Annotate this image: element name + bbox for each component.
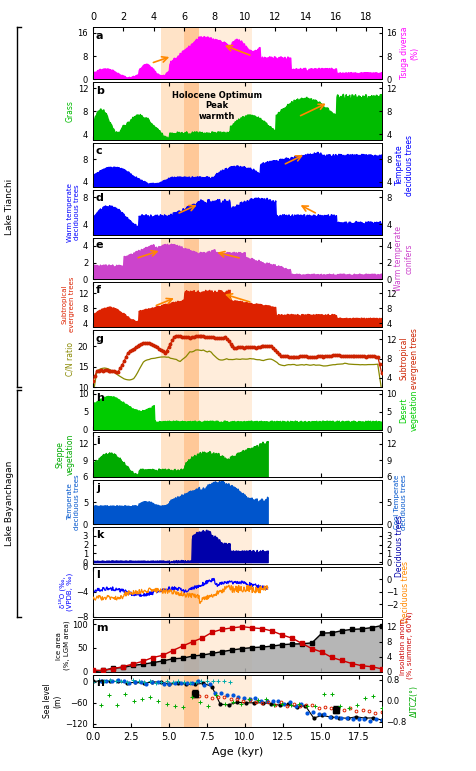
Y-axis label: Grass: Grass (66, 100, 75, 122)
Bar (184, 619, 252, 672)
Text: d: d (96, 194, 104, 204)
Bar (184, 330, 252, 387)
Bar (161, 619, 184, 672)
Bar (184, 82, 199, 140)
Bar (184, 190, 252, 234)
Bar (184, 237, 199, 280)
Bar (184, 675, 199, 727)
Y-axis label: Temperate
deciduous trees: Temperate deciduous trees (394, 134, 413, 196)
Y-axis label: ΔITCZ(°): ΔITCZ(°) (408, 685, 417, 717)
Bar (184, 527, 252, 564)
Bar (161, 527, 184, 564)
Text: a: a (96, 31, 103, 41)
Text: h: h (96, 393, 104, 403)
Text: b: b (96, 86, 104, 96)
Bar (184, 82, 252, 140)
Y-axis label: Warm temperate
conifers: Warm temperate conifers (394, 226, 413, 291)
Bar (184, 190, 199, 234)
Bar (161, 82, 184, 140)
Y-axis label: Ice area
(%, LGM area): Ice area (%, LGM area) (56, 621, 69, 671)
Text: m: m (96, 623, 107, 633)
Bar (184, 567, 252, 617)
Bar (161, 143, 184, 187)
Bar (184, 433, 252, 477)
Y-axis label: Sea level
(m): Sea level (m) (43, 683, 62, 719)
X-axis label: Age (kyr): Age (kyr) (211, 747, 262, 757)
Text: Lake Tianchi: Lake Tianchi (5, 179, 14, 235)
Bar (184, 480, 199, 524)
Bar (184, 237, 252, 280)
Bar (184, 282, 252, 327)
Y-axis label: Insolation anom.
(%, summer, 60°N): Insolation anom. (%, summer, 60°N) (399, 611, 413, 679)
Bar (184, 282, 199, 327)
Bar (161, 675, 184, 727)
Y-axis label: Desert
vegetation: Desert vegetation (399, 389, 418, 430)
Text: g: g (96, 334, 104, 344)
Text: l: l (96, 571, 99, 581)
Text: n: n (96, 678, 104, 689)
Text: e: e (96, 241, 103, 251)
Bar (184, 390, 252, 429)
Bar (184, 433, 199, 477)
Text: Lake Bayanchagan: Lake Bayanchagan (5, 461, 14, 546)
Bar (184, 390, 199, 429)
Bar (184, 619, 199, 672)
Bar (161, 330, 184, 387)
Y-axis label: Subtropical
evergreen trees: Subtropical evergreen trees (399, 328, 418, 389)
Y-axis label: C/N ratio: C/N ratio (66, 342, 75, 375)
Bar (161, 237, 184, 280)
Bar (184, 527, 199, 564)
Bar (184, 330, 199, 387)
Bar (184, 27, 199, 79)
Y-axis label: Tsuga diversa
(%): Tsuga diversa (%) (399, 27, 418, 79)
Y-axis label: Deciduous trees: Deciduous trees (401, 561, 410, 623)
Bar (184, 480, 252, 524)
Bar (184, 567, 199, 617)
Y-axis label: Subtropical
evergreen trees: Subtropical evergreen trees (62, 277, 75, 332)
Bar (184, 675, 252, 727)
Bar (184, 143, 252, 187)
Y-axis label: Warm temperate
deciduous trees: Warm temperate deciduous trees (67, 183, 80, 242)
Text: i: i (96, 436, 99, 446)
Text: f: f (96, 285, 101, 295)
Y-axis label: Steppe
vegetation: Steppe vegetation (55, 434, 75, 476)
Y-axis label: Deciduous trees: Deciduous trees (394, 514, 403, 577)
Y-axis label: Cool Temperate
deciduous trees: Cool Temperate deciduous trees (394, 474, 407, 530)
Bar (161, 27, 184, 79)
Bar (161, 433, 184, 477)
Text: k: k (96, 530, 103, 540)
Text: Holocene Optimum
Peak
warmth: Holocene Optimum Peak warmth (172, 91, 262, 121)
Bar (161, 567, 184, 617)
Text: j: j (96, 483, 99, 493)
Text: c: c (96, 146, 102, 156)
Y-axis label: Temperate
deciduous trees: Temperate deciduous trees (67, 474, 80, 530)
Bar (161, 480, 184, 524)
Bar (161, 190, 184, 234)
Y-axis label: δ¹⁸O (‰,
(VPDB, ‰): δ¹⁸O (‰, (VPDB, ‰) (58, 573, 73, 611)
Bar (161, 282, 184, 327)
Bar (184, 27, 252, 79)
Bar (184, 143, 199, 187)
Bar (161, 390, 184, 429)
